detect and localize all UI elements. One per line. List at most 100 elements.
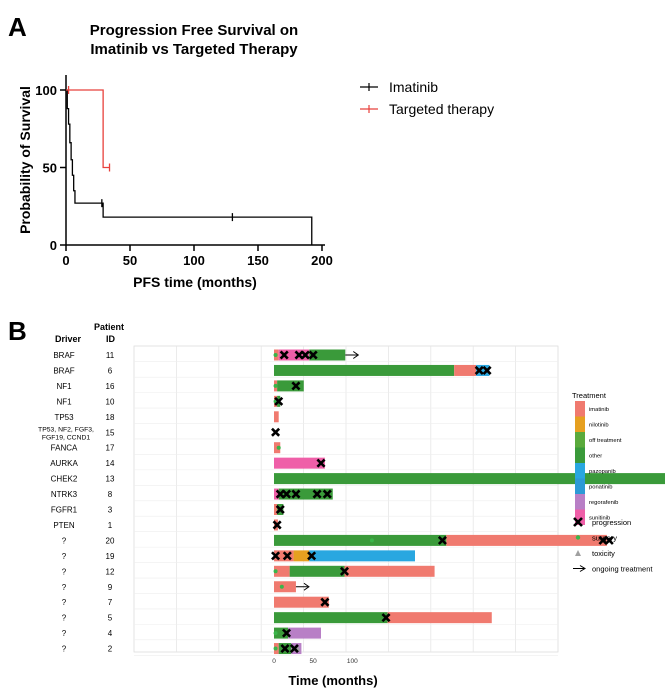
treatment-legend-label: sunitinib (589, 516, 610, 522)
treatment-legend-swatch (575, 509, 585, 525)
treatment-legend-swatch (575, 447, 585, 463)
treatment-legend-label: ponatinib (589, 485, 613, 491)
km-y-tick-label: 0 (50, 238, 57, 253)
swimmer-patient-id: 20 (106, 536, 115, 545)
treatment-legend-label: off treatment (589, 438, 622, 444)
swimmer-bar-imatinib (274, 565, 290, 577)
swimmer-bar-other (289, 565, 345, 577)
swimmer-row: ? 19 (62, 550, 415, 562)
swimmer-patient-id: 3 (108, 506, 113, 515)
swimmer-progression-marker (316, 458, 326, 468)
km-y-ticks: 0 50 100 (35, 83, 66, 253)
swimmer-bar-imatinib (274, 550, 294, 562)
swimmer-bar-imatinib (446, 534, 607, 546)
km-y-axis-label: Probability of Survival (17, 86, 33, 234)
swimmer-patient-id: 17 (106, 444, 115, 453)
swimmer-progression-marker (604, 535, 614, 545)
km-x-axis-label: PFS time (months) (133, 274, 257, 290)
marker-legend-label: ongoing treatment (592, 565, 653, 574)
km-y-tick-label: 100 (35, 83, 57, 98)
km-y-tick-label: 50 (43, 161, 57, 176)
marker-legend-label: progression (592, 518, 631, 527)
swimmer-row: TP53 18 (54, 411, 279, 423)
swimmer-driver-label: FGFR1 (51, 506, 78, 515)
swimmer-progression-marker (381, 613, 391, 623)
km-legend: Imatinib Targeted therapy (360, 79, 494, 117)
swimmer-patient-id: 10 (106, 397, 115, 406)
swimmer-patient-id: 16 (106, 382, 115, 391)
swimmer-patient-id: 19 (106, 552, 115, 561)
swimmer-progression-marker (320, 597, 330, 607)
swimmer-progression-marker (279, 350, 289, 360)
swimmer-bar-other (278, 488, 333, 500)
marker-legend-progression-icon (573, 517, 583, 527)
swimmer-row: CHEK2 13 (51, 473, 665, 485)
swimmer-surgery-marker (273, 383, 278, 388)
swimmer-progression-marker (322, 489, 332, 499)
swimmer-bar-imatinib (454, 364, 477, 376)
swimmer-progression-marker (282, 551, 292, 561)
treatment-legend-swatch (575, 494, 585, 510)
swimmer-bar-imatinib (274, 581, 296, 593)
swimmer-row: ? 5 (62, 612, 492, 624)
swimmer-grid (133, 345, 559, 656)
swimmer-x-tick-label: 100 (347, 658, 358, 665)
swimmer-progression-marker (272, 520, 282, 530)
swimmer-patient-id: 8 (108, 490, 113, 499)
swimmer-bar-imatinib (274, 504, 278, 515)
marker-legend-surgery-icon (575, 535, 581, 540)
swimmer-row: ? 20 (62, 534, 614, 546)
swimmer-bar-other (274, 534, 447, 546)
swimmer-progression-marker (482, 365, 492, 375)
swimmer-surgery-marker (273, 353, 278, 357)
treatment-legend: Treatment imatinib nilotinib off treatment… (572, 391, 622, 525)
swimmer-surgery-marker (273, 646, 278, 651)
swimmer-surgery-marker (279, 584, 284, 589)
swimmer-bar-sunitinib (274, 457, 325, 469)
swimmer-driver-label: NTRK3 (51, 490, 78, 499)
treatment-legend-label: other (589, 454, 602, 460)
swimmer-patient-id: 7 (108, 598, 113, 607)
swimmer-driver-label: ? (62, 583, 67, 592)
swimmer-patient-id: 2 (108, 645, 113, 654)
swimmer-driver-label: ? (62, 629, 67, 638)
swimmer-progression-marker (291, 489, 301, 499)
swimmer-progression-marker (300, 350, 310, 360)
km-curve-targeted-therapy (66, 89, 110, 169)
swimmer-progression-marker (291, 381, 301, 391)
treatment-legend-swatch (575, 432, 585, 448)
marker-legend-label: toxicity (592, 549, 615, 558)
swimmer-row: ? 12 (62, 565, 435, 577)
swimmer-patient-id: 9 (108, 583, 113, 592)
swimmer-driver-label: CHEK2 (51, 475, 78, 484)
swimmer-bar-imatinib (344, 565, 435, 577)
swimmer-progression-marker (280, 644, 290, 654)
km-x-tick-label: 50 (123, 253, 137, 268)
swimmer-bar-imatinib (274, 411, 279, 423)
swimmer-bar-sunitinib (278, 349, 310, 361)
km-legend-label-imatinib: Imatinib (389, 79, 438, 95)
swimmer-driver-label: FGF19, CCND1 (42, 434, 91, 441)
km-curves (66, 86, 313, 245)
swimmer-progression-marker (339, 566, 350, 576)
swimmer-bar-nilotinib (293, 550, 310, 562)
swimmer-driver-label: ? (62, 598, 67, 607)
swimmer-row: ? 2 (62, 643, 302, 655)
swimmer-bar-sunitinib (274, 488, 279, 500)
treatment-legend-label: regorafenib (589, 500, 618, 506)
swimmer-driver-label: ? (62, 552, 67, 561)
swimmer-patient-id: 6 (108, 366, 113, 375)
treatment-legend-label: imatinib (589, 407, 609, 413)
km-x-tick-label: 0 (62, 253, 69, 268)
swimmer-driver-label: ? (62, 614, 67, 623)
swimmer-driver-label: BRAF (53, 366, 74, 375)
swimmer-driver-label: NF1 (56, 397, 72, 406)
swimmer-driver-label: NF1 (56, 382, 72, 391)
swimmer-progression-marker (271, 551, 281, 561)
swimmer-row: ? 9 (62, 581, 310, 593)
panel-label-a: A (8, 12, 27, 42)
swimmer-driver-label: PTEN (53, 521, 75, 530)
swimmer-progression-marker (271, 427, 281, 437)
swimmer-progression-marker (275, 504, 285, 515)
